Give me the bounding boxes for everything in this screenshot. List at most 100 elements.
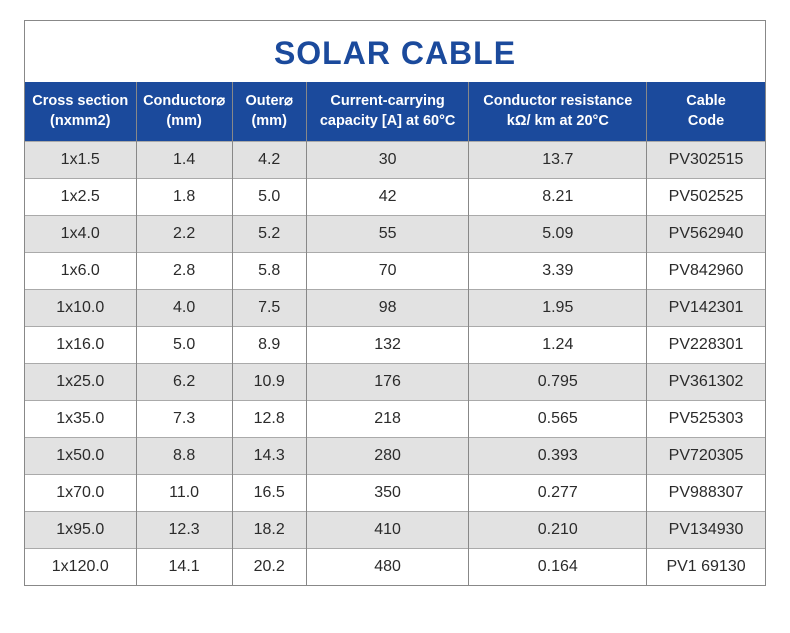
table-cell: 8.9 bbox=[232, 327, 306, 364]
table-cell: 10.9 bbox=[232, 364, 306, 401]
table-cell: PV142301 bbox=[647, 290, 765, 327]
column-header-line2: Code bbox=[653, 112, 759, 132]
table-cell: PV502525 bbox=[647, 179, 765, 216]
column-header-line1: Cable bbox=[653, 92, 759, 112]
table-cell: 176 bbox=[306, 364, 469, 401]
table-row: 1x70.011.016.53500.277PV988307 bbox=[25, 475, 765, 512]
table-container: SOLAR CABLE Cross section(nxmm2)Conducto… bbox=[24, 20, 766, 586]
table-cell: 98 bbox=[306, 290, 469, 327]
column-header-line1: Conductor resistance bbox=[475, 92, 640, 112]
table-row: 1x10.04.07.5981.95PV142301 bbox=[25, 290, 765, 327]
column-header: Conductor⌀(mm) bbox=[136, 82, 232, 142]
table-cell: 218 bbox=[306, 401, 469, 438]
table-cell: PV842960 bbox=[647, 253, 765, 290]
table-cell: PV525303 bbox=[647, 401, 765, 438]
solar-cable-table: Cross section(nxmm2)Conductor⌀(mm)Outer⌀… bbox=[25, 82, 765, 585]
table-cell: 70 bbox=[306, 253, 469, 290]
table-cell: PV988307 bbox=[647, 475, 765, 512]
table-row: 1x6.02.85.8703.39PV842960 bbox=[25, 253, 765, 290]
column-header-line1: Outer⌀ bbox=[239, 92, 300, 112]
table-cell: 1.4 bbox=[136, 142, 232, 179]
column-header: Cross section(nxmm2) bbox=[25, 82, 136, 142]
table-row: 1x2.51.85.0428.21PV502525 bbox=[25, 179, 765, 216]
table-cell: PV1 69130 bbox=[647, 549, 765, 586]
column-header: Outer⌀(mm) bbox=[232, 82, 306, 142]
table-cell: 16.5 bbox=[232, 475, 306, 512]
table-row: 1x1.51.44.23013.7PV302515 bbox=[25, 142, 765, 179]
table-cell: 1.24 bbox=[469, 327, 647, 364]
table-cell: 1x70.0 bbox=[25, 475, 136, 512]
table-cell: 7.3 bbox=[136, 401, 232, 438]
column-header-line2: (mm) bbox=[143, 112, 226, 132]
table-cell: 1.8 bbox=[136, 179, 232, 216]
column-header-line2: capacity [A] at 60°C bbox=[313, 112, 463, 132]
table-cell: 1x10.0 bbox=[25, 290, 136, 327]
table-cell: 0.565 bbox=[469, 401, 647, 438]
table-cell: PV361302 bbox=[647, 364, 765, 401]
table-cell: 1x95.0 bbox=[25, 512, 136, 549]
table-cell: 132 bbox=[306, 327, 469, 364]
table-cell: 11.0 bbox=[136, 475, 232, 512]
table-cell: 0.795 bbox=[469, 364, 647, 401]
table-cell: PV228301 bbox=[647, 327, 765, 364]
table-cell: 1x35.0 bbox=[25, 401, 136, 438]
table-cell: 0.164 bbox=[469, 549, 647, 586]
table-row: 1x95.012.318.24100.210PV134930 bbox=[25, 512, 765, 549]
table-cell: 2.2 bbox=[136, 216, 232, 253]
table-cell: 12.8 bbox=[232, 401, 306, 438]
column-header-line2: kΩ/ km at 20°C bbox=[475, 112, 640, 132]
table-cell: 1x16.0 bbox=[25, 327, 136, 364]
column-header-line2: (mm) bbox=[239, 112, 300, 132]
table-cell: PV134930 bbox=[647, 512, 765, 549]
table-cell: 7.5 bbox=[232, 290, 306, 327]
table-cell: 5.09 bbox=[469, 216, 647, 253]
table-cell: 4.0 bbox=[136, 290, 232, 327]
table-cell: 2.8 bbox=[136, 253, 232, 290]
table-cell: 14.1 bbox=[136, 549, 232, 586]
table-cell: 5.0 bbox=[232, 179, 306, 216]
table-cell: 1x120.0 bbox=[25, 549, 136, 586]
table-cell: 18.2 bbox=[232, 512, 306, 549]
table-cell: 1x1.5 bbox=[25, 142, 136, 179]
column-header: Conductor resistancekΩ/ km at 20°C bbox=[469, 82, 647, 142]
table-cell: 30 bbox=[306, 142, 469, 179]
table-cell: 1x6.0 bbox=[25, 253, 136, 290]
table-row: 1x25.06.210.91760.795PV361302 bbox=[25, 364, 765, 401]
table-cell: 8.21 bbox=[469, 179, 647, 216]
table-cell: 5.2 bbox=[232, 216, 306, 253]
table-cell: 4.2 bbox=[232, 142, 306, 179]
table-row: 1x16.05.08.91321.24PV228301 bbox=[25, 327, 765, 364]
table-cell: 1x25.0 bbox=[25, 364, 136, 401]
table-cell: 14.3 bbox=[232, 438, 306, 475]
table-header: Cross section(nxmm2)Conductor⌀(mm)Outer⌀… bbox=[25, 82, 765, 142]
table-cell: 5.0 bbox=[136, 327, 232, 364]
table-row: 1x120.014.120.24800.164PV1 69130 bbox=[25, 549, 765, 586]
table-cell: 410 bbox=[306, 512, 469, 549]
column-header-line2: (nxmm2) bbox=[31, 112, 130, 132]
table-cell: 3.39 bbox=[469, 253, 647, 290]
table-row: 1x50.08.814.32800.393PV720305 bbox=[25, 438, 765, 475]
table-cell: 8.8 bbox=[136, 438, 232, 475]
table-cell: 480 bbox=[306, 549, 469, 586]
table-cell: 42 bbox=[306, 179, 469, 216]
table-cell: 55 bbox=[306, 216, 469, 253]
table-cell: 0.277 bbox=[469, 475, 647, 512]
table-cell: PV562940 bbox=[647, 216, 765, 253]
table-cell: 1x4.0 bbox=[25, 216, 136, 253]
column-header-line1: Current-carrying bbox=[313, 92, 463, 112]
table-row: 1x35.07.312.82180.565PV525303 bbox=[25, 401, 765, 438]
page-title: SOLAR CABLE bbox=[25, 21, 765, 82]
table-cell: 12.3 bbox=[136, 512, 232, 549]
table-cell: 350 bbox=[306, 475, 469, 512]
table-cell: PV302515 bbox=[647, 142, 765, 179]
table-cell: 1x50.0 bbox=[25, 438, 136, 475]
table-cell: 13.7 bbox=[469, 142, 647, 179]
column-header-line1: Conductor⌀ bbox=[143, 92, 226, 112]
table-row: 1x4.02.25.2555.09PV562940 bbox=[25, 216, 765, 253]
table-cell: 280 bbox=[306, 438, 469, 475]
table-cell: 1.95 bbox=[469, 290, 647, 327]
table-cell: 0.393 bbox=[469, 438, 647, 475]
column-header-line1: Cross section bbox=[31, 92, 130, 112]
table-cell: 1x2.5 bbox=[25, 179, 136, 216]
table-cell: 0.210 bbox=[469, 512, 647, 549]
